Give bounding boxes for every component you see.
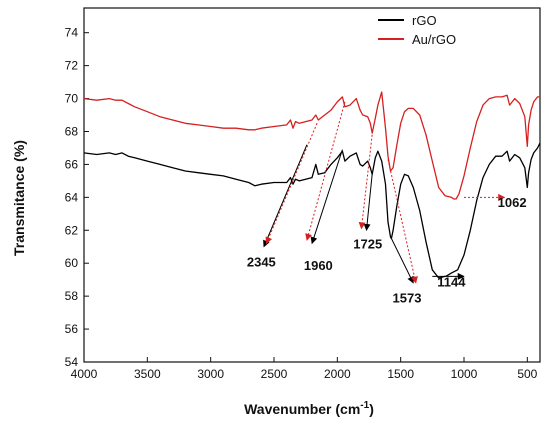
x-tick-label: 1000 xyxy=(451,367,478,381)
peak-arrow xyxy=(265,123,318,245)
series-line-rgo xyxy=(83,142,541,279)
peak-arrow xyxy=(363,174,373,231)
y-tick-label: 72 xyxy=(65,59,79,73)
x-axis-title-sup: -1 xyxy=(360,400,369,411)
axes: 4000 3500 3000 2500 2000 1500 1000 500 54 56 58 60 6… xyxy=(65,7,541,381)
peak-arrow xyxy=(387,159,418,284)
legend-label: Au/rGO xyxy=(412,32,456,47)
y-tick-label: 54 xyxy=(65,355,79,369)
peak-arrow xyxy=(263,144,308,248)
plot-frame xyxy=(83,7,541,363)
y-tick-label: 70 xyxy=(65,92,79,106)
peak-arrow xyxy=(358,134,373,230)
x-tick-label: 3500 xyxy=(134,367,161,381)
x-axis-title-main: Wavenumber (cm xyxy=(244,401,360,417)
peak-label-2345: 2345 xyxy=(247,255,276,270)
y-tick-label: 58 xyxy=(65,289,79,303)
y-tick-label: 66 xyxy=(65,157,79,171)
series-line-au-rgo xyxy=(83,91,540,200)
legend: rGO Au/rGO xyxy=(378,13,456,47)
y-tick-label: 62 xyxy=(65,223,79,237)
x-axis-title-close: ) xyxy=(369,401,374,417)
peak-label-1960: 1960 xyxy=(304,258,333,273)
x-tick-label: 4000 xyxy=(71,367,98,381)
peak-label-1144: 1144 xyxy=(437,274,466,289)
y-axis-title: Transmitance (%) xyxy=(11,140,27,256)
x-tick-label: 2000 xyxy=(324,367,351,381)
x-tick-label: 500 xyxy=(517,367,537,381)
y-tick-label: 74 xyxy=(65,26,79,40)
legend-label: rGO xyxy=(412,13,437,28)
y-tick-label: 68 xyxy=(65,124,79,138)
peak-arrow xyxy=(390,238,414,284)
series-group xyxy=(83,91,541,279)
x-tick-label: 1500 xyxy=(387,367,414,381)
y-tick-label: 56 xyxy=(65,322,79,336)
arrow-group xyxy=(263,101,506,284)
peak-label-1725: 1725 xyxy=(353,236,382,251)
y-tick-label: 60 xyxy=(65,256,79,270)
annotation-group: 2345 1960 1725 1573 1144 1062 xyxy=(247,195,527,305)
x-axis-title: Wavenumber (cm-1) xyxy=(244,400,374,417)
peak-label-1062: 1062 xyxy=(498,195,527,210)
peak-label-1573: 1573 xyxy=(393,291,422,306)
x-tick-label: 2500 xyxy=(261,367,288,381)
y-tick-label: 64 xyxy=(65,190,79,204)
x-tick-label: 3000 xyxy=(197,367,224,381)
peak-arrow xyxy=(310,149,343,245)
